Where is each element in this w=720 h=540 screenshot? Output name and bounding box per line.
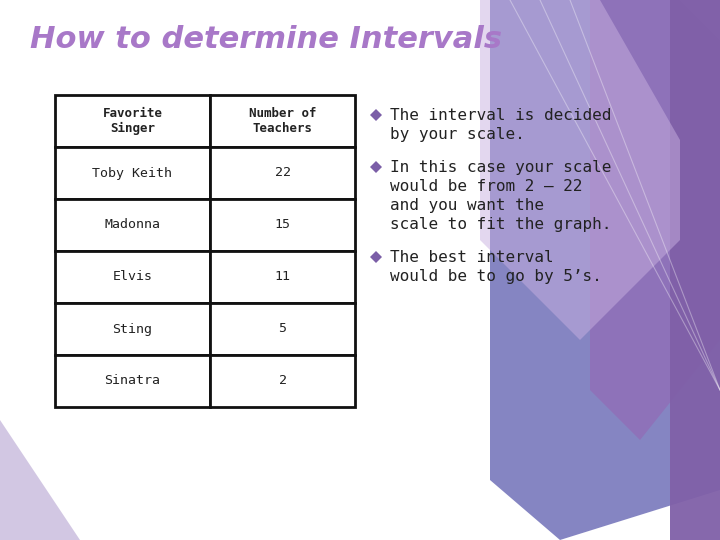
Polygon shape bbox=[490, 0, 720, 540]
Text: Favorite
Singer: Favorite Singer bbox=[102, 107, 163, 135]
Text: 22: 22 bbox=[274, 166, 290, 179]
Bar bbox=[55, 355, 210, 407]
Text: Number of
Teachers: Number of Teachers bbox=[248, 107, 316, 135]
Text: In this case your scale: In this case your scale bbox=[390, 160, 611, 175]
Bar bbox=[210, 303, 355, 355]
Text: and you want the: and you want the bbox=[390, 198, 544, 213]
Bar bbox=[210, 147, 355, 199]
Bar bbox=[210, 251, 355, 303]
Text: Toby Keith: Toby Keith bbox=[92, 166, 173, 179]
Polygon shape bbox=[480, 0, 680, 340]
Bar bbox=[55, 303, 210, 355]
Text: scale to fit the graph.: scale to fit the graph. bbox=[390, 217, 611, 232]
Polygon shape bbox=[370, 161, 382, 173]
Bar bbox=[55, 199, 210, 251]
Bar bbox=[210, 95, 355, 147]
Text: 2: 2 bbox=[279, 375, 287, 388]
Text: would be from 2 – 22: would be from 2 – 22 bbox=[390, 179, 582, 194]
Text: by your scale.: by your scale. bbox=[390, 127, 525, 142]
Bar bbox=[55, 251, 210, 303]
Text: 15: 15 bbox=[274, 219, 290, 232]
Bar bbox=[210, 355, 355, 407]
Text: 11: 11 bbox=[274, 271, 290, 284]
Text: How to determine Intervals: How to determine Intervals bbox=[30, 25, 502, 54]
Text: The best interval: The best interval bbox=[390, 250, 554, 265]
Polygon shape bbox=[670, 0, 720, 540]
Text: would be to go by 5’s.: would be to go by 5’s. bbox=[390, 269, 602, 284]
Text: Sinatra: Sinatra bbox=[104, 375, 161, 388]
Polygon shape bbox=[590, 0, 720, 440]
Text: Madonna: Madonna bbox=[104, 219, 161, 232]
Text: Sting: Sting bbox=[112, 322, 153, 335]
Polygon shape bbox=[370, 109, 382, 121]
Text: 5: 5 bbox=[279, 322, 287, 335]
Text: Elvis: Elvis bbox=[112, 271, 153, 284]
Polygon shape bbox=[370, 251, 382, 263]
Polygon shape bbox=[0, 420, 80, 540]
Text: The interval is decided: The interval is decided bbox=[390, 108, 611, 123]
Bar bbox=[210, 199, 355, 251]
Bar bbox=[55, 147, 210, 199]
Bar bbox=[55, 95, 210, 147]
